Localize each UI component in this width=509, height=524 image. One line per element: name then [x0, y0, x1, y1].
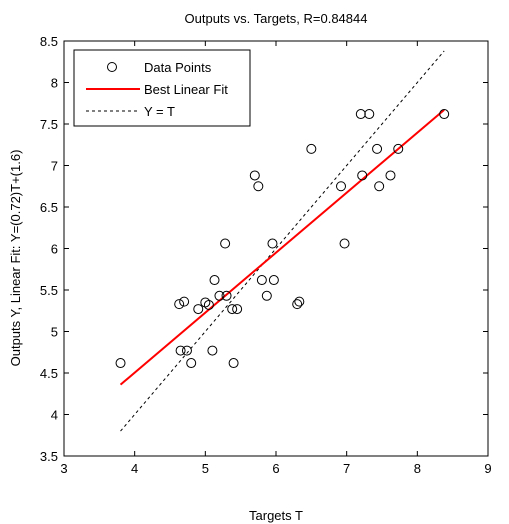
y-tick-label: 6.5	[40, 200, 58, 215]
legend-label: Y = T	[144, 104, 175, 119]
identity-line	[120, 50, 445, 432]
data-point	[200, 297, 211, 308]
y-tick-label: 4.5	[40, 366, 58, 381]
legend-label: Best Linear Fit	[144, 82, 228, 97]
data-point	[228, 358, 239, 369]
x-tick-label: 5	[202, 461, 209, 476]
data-point	[186, 358, 197, 369]
data-point	[256, 275, 267, 286]
data-point	[393, 143, 404, 154]
data-point	[292, 299, 303, 310]
legend: Data Points Best Linear Fit Y = T	[73, 49, 251, 127]
data-point	[439, 109, 450, 120]
data-point	[175, 345, 186, 356]
data-point	[209, 275, 220, 286]
x-tick-label: 4	[131, 461, 138, 476]
y-axis-label: Outputs Y, Linear Fit: Y=(0.72)T+(1.6)	[8, 150, 23, 367]
y-tick-label: 7.5	[40, 117, 58, 132]
data-point	[253, 181, 264, 192]
data-point	[174, 299, 185, 310]
data-point	[227, 304, 238, 315]
y-tick-label: 6	[51, 242, 58, 257]
data-point	[232, 304, 243, 315]
data-point	[364, 109, 375, 120]
legend-marker-circle	[107, 62, 117, 72]
y-tick-label: 5.5	[40, 283, 58, 298]
legend-label: Data Points	[144, 60, 212, 75]
data-point	[193, 304, 204, 315]
chart-title: Outputs vs. Targets, R=0.84844	[185, 11, 368, 26]
y-tick-label: 8	[51, 76, 58, 91]
data-point	[214, 290, 225, 301]
data-point	[372, 143, 383, 154]
x-tick-label: 3	[60, 461, 67, 476]
data-point	[115, 358, 126, 369]
data-point	[374, 181, 385, 192]
data-point	[249, 170, 260, 181]
y-tick-label: 3.5	[40, 449, 58, 464]
best-fit-line	[119, 109, 445, 386]
x-axis-label: Targets T	[249, 508, 303, 523]
data-point	[261, 290, 272, 301]
y-tick-label: 4	[51, 408, 58, 423]
y-tick-label: 7	[51, 159, 58, 174]
data-point	[355, 109, 366, 120]
data-point	[336, 181, 347, 192]
y-tick-label: 8.5	[40, 34, 58, 49]
data-point	[385, 170, 396, 181]
data-point	[181, 345, 192, 356]
data-point	[339, 238, 350, 249]
data-point	[203, 299, 214, 310]
data-point	[207, 345, 218, 356]
data-point	[267, 238, 278, 249]
x-tick-label: 8	[414, 461, 421, 476]
data-point	[306, 143, 317, 154]
x-tick-label: 7	[343, 461, 350, 476]
data-point	[294, 296, 305, 307]
data-point	[179, 296, 190, 307]
data-point	[221, 290, 232, 301]
y-tick-label: 5	[51, 325, 58, 340]
data-point	[268, 275, 279, 286]
x-tick-label: 9	[484, 461, 491, 476]
x-tick-label: 6	[272, 461, 279, 476]
data-point	[357, 170, 368, 181]
data-point	[220, 238, 231, 249]
